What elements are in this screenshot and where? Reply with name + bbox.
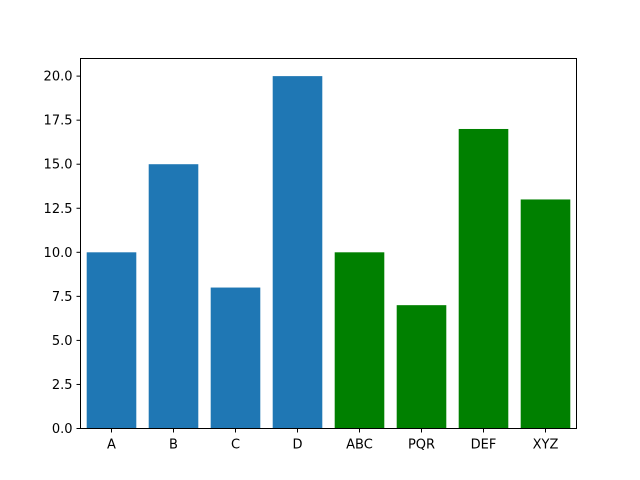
- y-tick-label: 10.0: [44, 246, 73, 261]
- y-tick-label: 15.0: [44, 158, 73, 173]
- bars-layer: [86, 76, 571, 429]
- x-tick-label: ABC: [346, 438, 373, 453]
- y-tick-label: 2.5: [52, 378, 73, 393]
- y-tick-label: 12.5: [44, 202, 73, 217]
- y-tick-label: 20.0: [44, 70, 73, 85]
- bar-def: [458, 128, 509, 429]
- bar-xyz: [520, 199, 571, 429]
- x-tick-label: A: [107, 438, 116, 453]
- x-axis: A B C D ABC PQR DEF XYZ: [107, 428, 559, 453]
- bar-b: [148, 164, 199, 429]
- bar-abc: [334, 252, 385, 429]
- bar-a: [86, 252, 137, 429]
- x-tick-label: B: [169, 438, 178, 453]
- x-tick-label: DEF: [471, 438, 497, 453]
- x-tick-label: PQR: [408, 438, 435, 453]
- y-tick-label: 0.0: [52, 422, 73, 437]
- bar-c: [210, 287, 261, 429]
- bar-d: [272, 76, 323, 429]
- y-axis: 0.0 2.5 5.0 7.5 10.0 12.5 15.0 17.5 20.0: [44, 70, 81, 437]
- bar-pqr: [396, 305, 447, 429]
- x-tick-label: D: [292, 438, 302, 453]
- y-tick-label: 5.0: [52, 334, 73, 349]
- y-tick-label: 17.5: [44, 114, 73, 129]
- x-tick-label: XYZ: [533, 438, 559, 453]
- x-tick-label: C: [231, 438, 240, 453]
- plot-frame: [80, 58, 577, 429]
- y-tick-label: 7.5: [52, 290, 73, 305]
